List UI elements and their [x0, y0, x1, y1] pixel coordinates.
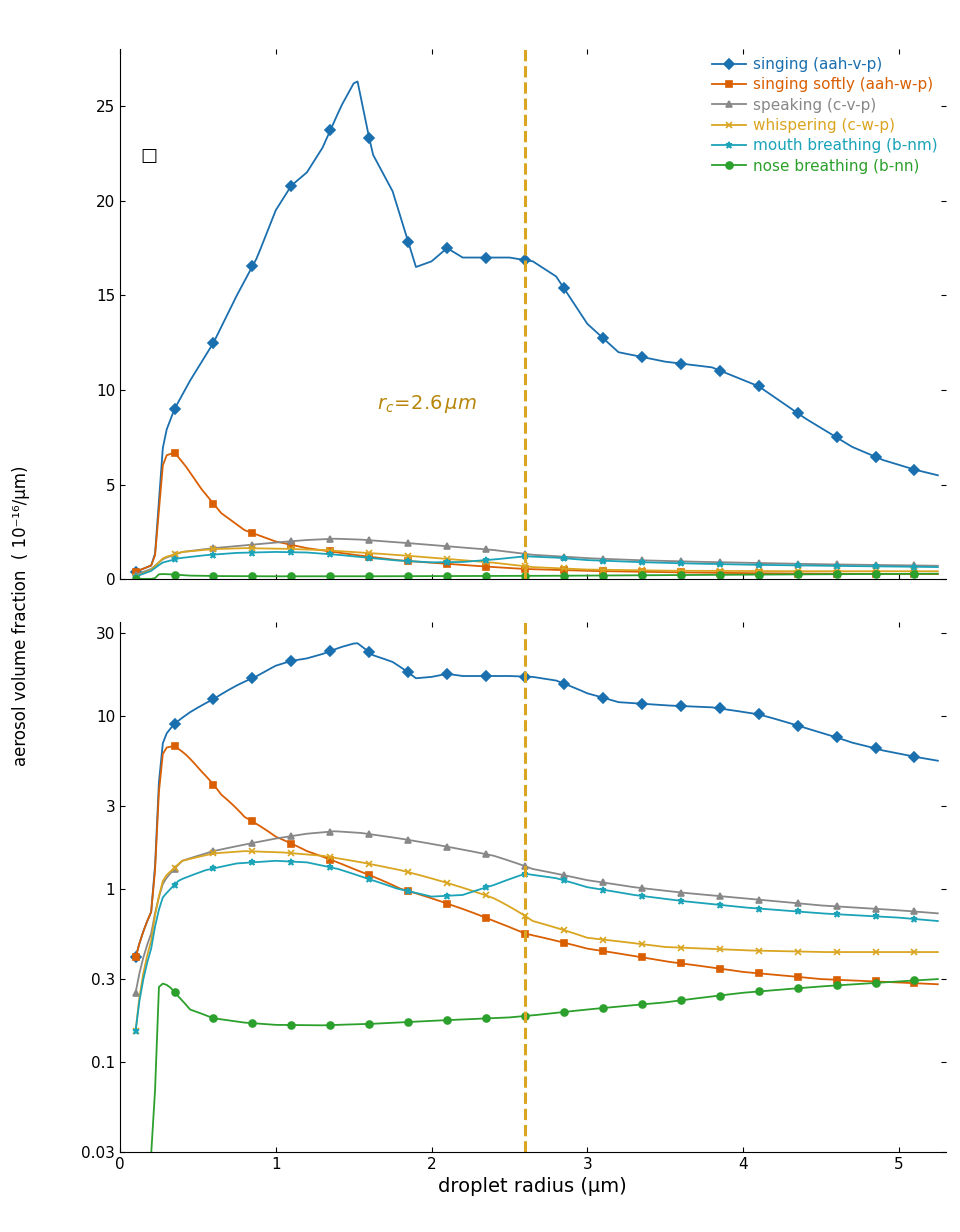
whispering (c-w-p) — [874, 564, 885, 579]
speaking (c-v-p) — [130, 567, 141, 582]
mouth breathing (b-nm) — [874, 559, 885, 574]
nose breathing (b-nn) — [800, 567, 811, 582]
nose breathing (b-nn) — [932, 567, 944, 582]
nose breathing (b-nn) — [351, 569, 363, 584]
singing softly (aah-w-p) — [130, 564, 141, 579]
Text: $r_c\!=\!2.6\,\mu m$: $r_c\!=\!2.6\,\mu m$ — [377, 393, 477, 415]
whispering (c-w-p) — [640, 563, 652, 578]
whispering (c-w-p) — [356, 545, 368, 559]
speaking (c-v-p) — [804, 557, 815, 572]
singing (aah-v-p) — [356, 92, 368, 107]
whispering (c-w-p) — [932, 564, 944, 579]
Line: singing softly (aah-w-p): singing softly (aah-w-p) — [132, 450, 942, 578]
Line: speaking (c-v-p): speaking (c-v-p) — [132, 535, 942, 578]
nose breathing (b-nn) — [788, 567, 800, 582]
whispering (c-w-p) — [239, 541, 251, 556]
mouth breathing (b-nm) — [130, 569, 141, 584]
whispering (c-w-p) — [804, 564, 815, 579]
singing (aah-v-p) — [932, 468, 944, 483]
Line: nose breathing (b-nn): nose breathing (b-nn) — [132, 570, 942, 583]
whispering (c-w-p) — [741, 564, 753, 579]
speaking (c-v-p) — [874, 558, 885, 573]
mouth breathing (b-nm) — [270, 545, 281, 559]
nose breathing (b-nn) — [130, 572, 141, 586]
speaking (c-v-p) — [792, 557, 804, 572]
mouth breathing (b-nm) — [792, 558, 804, 573]
singing (aah-v-p) — [874, 451, 885, 466]
Line: whispering (c-w-p): whispering (c-w-p) — [132, 545, 942, 580]
singing softly (aah-w-p) — [169, 445, 180, 460]
Legend: singing (aah-v-p), singing softly (aah-w-p), speaking (c-v-p), whispering (c-w-p: singing (aah-v-p), singing softly (aah-w… — [712, 57, 938, 174]
X-axis label: droplet radius (μm): droplet radius (μm) — [439, 1178, 627, 1196]
speaking (c-v-p) — [640, 553, 652, 568]
mouth breathing (b-nm) — [741, 557, 753, 572]
Line: singing (aah-v-p): singing (aah-v-p) — [132, 78, 942, 575]
singing (aah-v-p) — [640, 350, 652, 365]
whispering (c-w-p) — [792, 564, 804, 579]
nose breathing (b-nn) — [737, 567, 749, 582]
singing (aah-v-p) — [804, 414, 815, 429]
singing softly (aah-w-p) — [741, 565, 753, 580]
mouth breathing (b-nm) — [640, 554, 652, 569]
speaking (c-v-p) — [932, 558, 944, 573]
Line: mouth breathing (b-nm): mouth breathing (b-nm) — [132, 548, 942, 580]
singing softly (aah-w-p) — [356, 548, 368, 563]
whispering (c-w-p) — [130, 569, 141, 584]
speaking (c-v-p) — [356, 532, 368, 547]
singing (aah-v-p) — [741, 375, 753, 389]
nose breathing (b-nn) — [870, 567, 881, 582]
singing softly (aah-w-p) — [932, 567, 944, 582]
mouth breathing (b-nm) — [356, 549, 368, 564]
singing softly (aah-w-p) — [874, 567, 885, 582]
singing (aah-v-p) — [792, 405, 804, 420]
Text: aerosol volume fraction  ( 10⁻¹⁶/μm): aerosol volume fraction ( 10⁻¹⁶/μm) — [12, 466, 30, 766]
singing softly (aah-w-p) — [804, 567, 815, 582]
singing (aah-v-p) — [130, 564, 141, 579]
mouth breathing (b-nm) — [932, 559, 944, 574]
singing softly (aah-w-p) — [640, 564, 652, 579]
mouth breathing (b-nm) — [804, 558, 815, 573]
nose breathing (b-nn) — [636, 568, 648, 583]
singing (aah-v-p) — [351, 74, 363, 89]
singing softly (aah-w-p) — [792, 567, 804, 582]
Text: □: □ — [140, 147, 157, 165]
speaking (c-v-p) — [741, 556, 753, 570]
speaking (c-v-p) — [328, 531, 340, 546]
